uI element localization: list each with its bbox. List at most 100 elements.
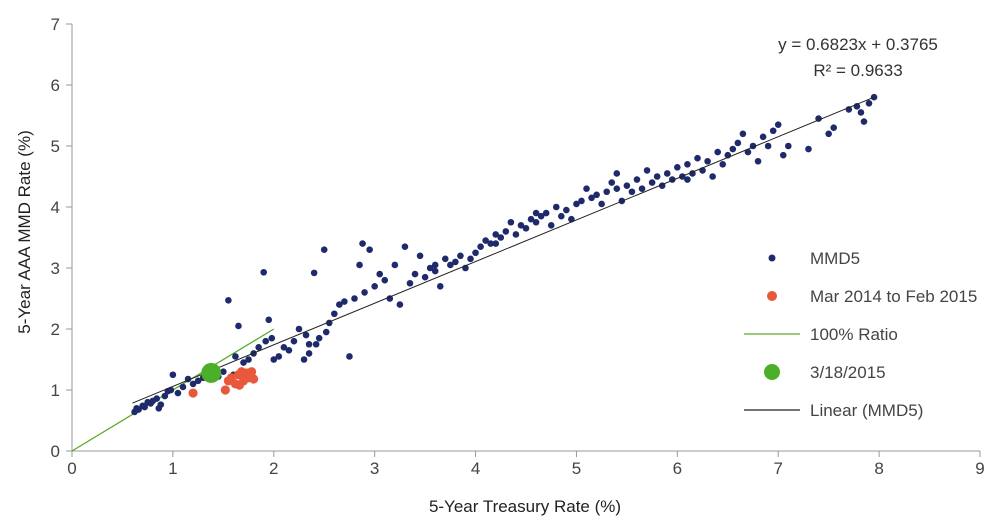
chart-marks [71,93,878,452]
current-point [201,362,222,383]
mmd5-point [734,139,742,147]
y-tick-label: 6 [51,76,60,95]
mmd5-point [411,270,419,278]
regression-annotation: y = 0.6823x + 0.3765 R² = 0.9633 [778,35,938,80]
mmd5-point [416,252,424,260]
mmd5-point [386,295,394,302]
mmd5-point [774,121,782,128]
mmd5-point [482,237,489,244]
mmd5-point [623,182,631,189]
mmd5-point [487,240,494,247]
mmd5-point [441,255,449,263]
mmd5-point [179,383,187,391]
legend-symbol-mmd5 [768,254,776,262]
y-tick-label: 7 [51,15,60,34]
mmd5-point [785,142,792,150]
mmd5-point [638,185,646,192]
mmd5-point [452,258,459,266]
mmd5-point [359,240,366,247]
mmd5-point [588,194,595,202]
mmd5-point [322,328,330,336]
mmd5-point [189,380,197,388]
mmd5-point [280,344,288,351]
mmd5-point [532,209,540,217]
mmd5-point [366,246,373,253]
mmd5-point [225,297,232,304]
mmd5-point [275,353,283,360]
mmd5-point [396,301,404,308]
mmd5-point [320,246,328,253]
mmd5-point [157,401,165,408]
mmd5-point [653,173,661,180]
mmd5-point [563,206,570,214]
mmd5-point [371,283,378,290]
mmd5-point [825,130,832,138]
mmd5-point [608,179,616,186]
mmd5-point [356,261,363,269]
mmd5-point [376,270,384,278]
mmd5-point [729,145,737,153]
mmd5-point [865,100,873,107]
mmd5-point [492,231,500,238]
mmd5-point [857,109,865,116]
mmd5-point [300,356,308,363]
mmd5-point [381,276,389,284]
mmd5-point [709,173,716,180]
mmd5-point [537,212,545,220]
mmd5-point [628,188,636,196]
mmd5-point [860,118,868,125]
mmd5-point [542,209,550,217]
mmd5-point [547,222,555,229]
mmd5-point [161,392,169,400]
x-tick-label: 5 [572,459,581,478]
mmd5-point [290,337,298,345]
mmd5-point [331,310,338,318]
x-tick-label: 8 [874,459,883,478]
y-tick-label: 1 [51,381,60,400]
mmd5-point [759,133,767,141]
legend: MMD5 Mar 2014 to Feb 2015 100% Ratio 3/18/2… [744,249,977,420]
legend-symbol-current [764,364,780,380]
mmd5-point [169,371,177,379]
mmd5-point [235,322,242,330]
x-tick-label: 2 [269,459,278,478]
mmd5-point [684,176,691,183]
linear-trendline [132,96,875,404]
x-tick-label: 7 [773,459,782,478]
mmd5-point [341,298,348,305]
legend-label-current: 3/18/2015 [810,363,886,382]
mmd5-point [497,234,505,241]
mmd5-point [714,148,721,156]
axes: 0 1 2 3 4 5 6 7 8 9 0 1 2 3 4 5 6 7 [51,15,985,478]
mmd5-point [312,340,320,348]
y-axis-title: 5-Year AAA MMD Rate (%) [15,130,34,333]
r-squared-label: R² = 0.9633 [813,61,902,80]
legend-symbol-recent [767,291,777,301]
mmd5-point [805,145,812,153]
mmd5-point [522,225,530,232]
mmd5-point [633,176,641,183]
x-tick-label: 3 [370,459,379,478]
recent-point [234,380,245,390]
mmd5-point [240,359,247,366]
mmd5-point [613,170,621,177]
mmd5-point [447,261,454,269]
mmd5-point [305,350,313,357]
mmd5-point [694,154,701,162]
mmd5-point [346,353,353,360]
recent-point [249,374,259,384]
mmd5-point [270,356,278,363]
mmd5-point [436,283,444,290]
x-tick-label: 4 [471,459,480,478]
legend-label-mmd5: MMD5 [810,249,860,268]
x-tick-label: 1 [168,459,177,478]
mmd5-point [268,334,276,342]
mmd5-point [361,289,368,296]
mmd5-point [141,403,148,411]
mmd5-point [830,124,838,131]
x-tick-label: 6 [673,459,682,478]
mmd5-point [769,127,777,135]
mmd5-point [315,334,323,342]
mmd5-point [265,316,273,324]
